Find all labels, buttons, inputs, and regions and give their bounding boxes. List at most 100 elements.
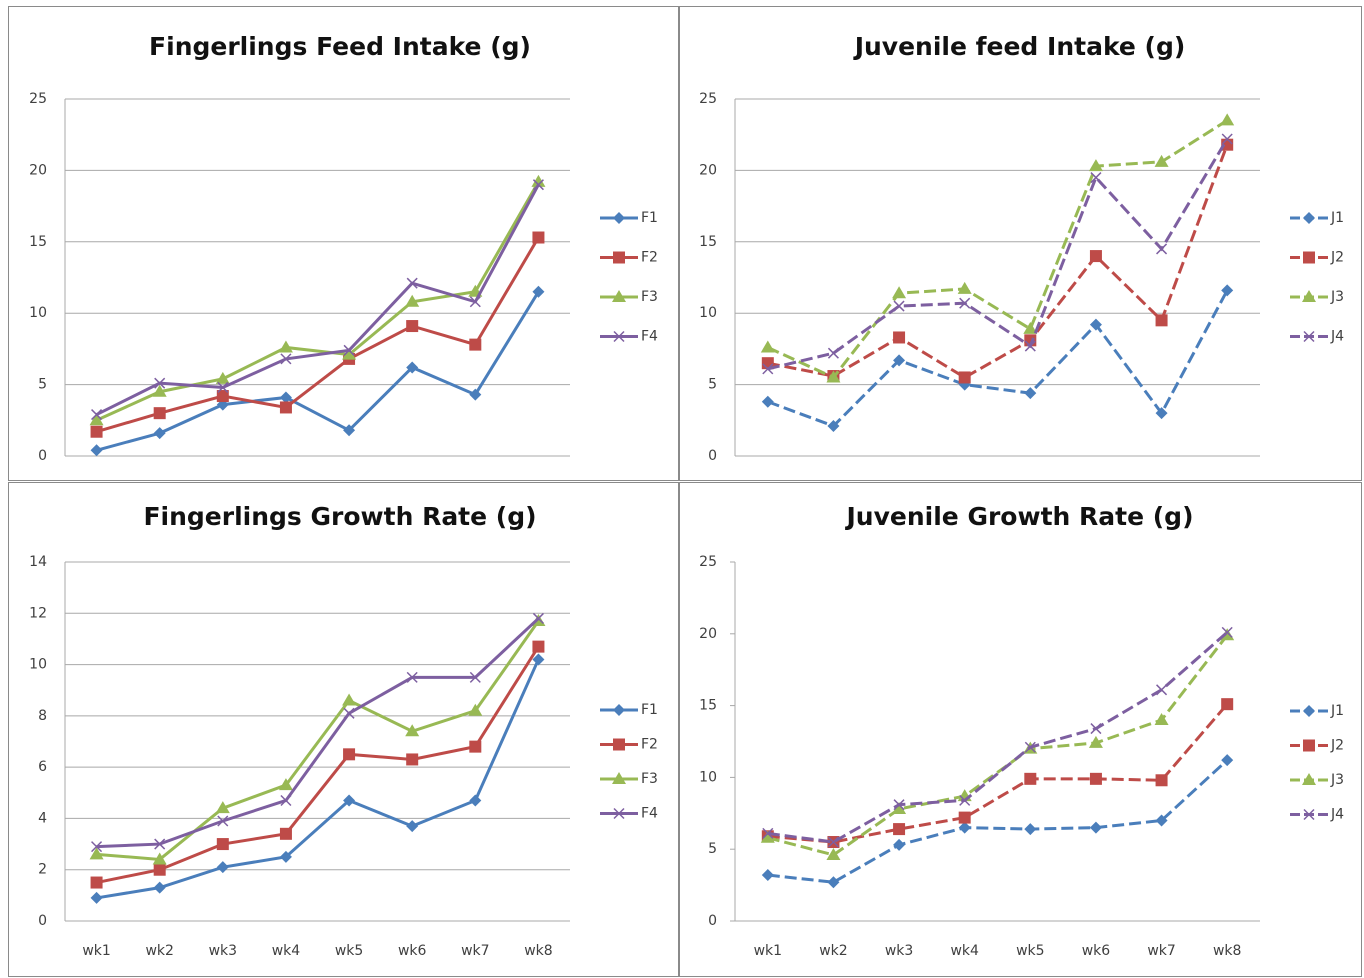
marker <box>279 391 292 404</box>
y-tick-label: 25 <box>29 91 47 107</box>
chart: Fingerlings Feed Intake (g) 0 5 10 15 20 25 F1 F… <box>29 32 658 464</box>
y-tick-label: 10 <box>699 305 717 321</box>
legend-label: F2 <box>641 250 658 266</box>
panel-frame <box>8 482 679 977</box>
series-line <box>96 236 540 434</box>
legend-marker <box>613 330 625 343</box>
series-line <box>96 645 540 885</box>
marker <box>1090 172 1102 184</box>
legend-label: F1 <box>641 210 658 226</box>
y-tick-label: 0 <box>38 448 47 464</box>
series-line <box>96 617 540 849</box>
marker <box>279 827 292 840</box>
legend-marker <box>1303 739 1315 752</box>
marker <box>532 653 545 666</box>
marker <box>760 830 775 843</box>
legend-marker <box>1302 290 1316 302</box>
marker <box>761 395 774 408</box>
legend-marker <box>612 772 626 784</box>
x-tick-label: wk8 <box>1213 943 1241 959</box>
legend-label: J4 <box>1330 329 1344 345</box>
marker <box>827 420 840 433</box>
chart: Juvenile Growth Rate (g) 0 5 10 15 20 25 wk1 wk2… <box>699 502 1344 959</box>
marker <box>154 838 166 850</box>
y-tick-label: 15 <box>699 234 717 250</box>
marker <box>1156 684 1168 696</box>
y-tick-label: 0 <box>708 913 717 929</box>
marker <box>406 277 418 289</box>
marker <box>893 331 906 344</box>
marker <box>893 823 906 836</box>
legend-label: J2 <box>1330 250 1344 266</box>
legend-marker <box>612 290 626 302</box>
panel-frame <box>679 6 1362 481</box>
y-tick-label: 5 <box>38 377 47 393</box>
marker <box>1155 814 1168 827</box>
chart-title: Juvenile feed Intake (g) <box>853 32 1186 61</box>
marker <box>90 425 103 438</box>
marker <box>1089 250 1102 263</box>
marker <box>1155 314 1168 327</box>
marker <box>1088 159 1103 172</box>
marker <box>406 320 419 333</box>
marker <box>216 861 229 874</box>
legend-marker <box>613 738 625 751</box>
marker <box>1220 113 1235 126</box>
marker <box>1221 284 1234 297</box>
y-tick-label: 20 <box>29 162 47 178</box>
marker <box>1024 340 1036 352</box>
marker <box>90 444 103 457</box>
marker <box>762 363 774 375</box>
marker <box>91 409 103 421</box>
legend-marker <box>1303 251 1315 264</box>
marker <box>154 377 166 389</box>
x-tick-label: wk8 <box>524 943 552 959</box>
marker <box>826 370 841 383</box>
legend-label: F1 <box>641 702 658 718</box>
marker <box>279 850 292 863</box>
y-tick-label: 10 <box>699 769 717 785</box>
series-line <box>767 289 1229 428</box>
legend-label: J3 <box>1330 772 1344 788</box>
marker <box>469 296 481 308</box>
marker <box>217 381 229 393</box>
marker <box>89 847 104 860</box>
y-tick-label: 25 <box>699 554 717 570</box>
legend-label: J3 <box>1330 289 1344 305</box>
marker <box>153 863 166 876</box>
marker <box>893 838 906 851</box>
y-tick-label: 4 <box>38 810 47 826</box>
marker <box>958 811 971 824</box>
legend-marker <box>1303 212 1315 224</box>
legend-marker <box>1303 705 1315 717</box>
marker <box>469 671 481 683</box>
x-tick-label: wk3 <box>885 943 913 959</box>
marker <box>280 794 292 807</box>
marker <box>342 693 357 706</box>
chart-title: Fingerlings Feed Intake (g) <box>149 32 531 61</box>
x-tick-label: wk6 <box>398 943 427 959</box>
legend-label: J1 <box>1330 703 1344 719</box>
marker <box>406 671 418 683</box>
marker <box>406 820 419 833</box>
x-tick-label: wk2 <box>819 943 847 959</box>
marker <box>892 286 907 299</box>
marker <box>1155 774 1168 787</box>
y-tick-label: 0 <box>38 913 47 929</box>
series-line <box>96 620 540 862</box>
marker <box>760 340 775 353</box>
marker <box>1221 754 1234 767</box>
series-line <box>767 703 1229 844</box>
series-line <box>95 183 540 416</box>
marker <box>1156 243 1168 255</box>
marker <box>91 841 103 853</box>
marker <box>215 371 230 384</box>
marker <box>468 703 483 716</box>
legend-label: J4 <box>1330 807 1344 823</box>
marker <box>216 838 229 851</box>
marker <box>532 231 545 244</box>
marker <box>958 821 971 834</box>
legend-label: F2 <box>641 737 658 753</box>
